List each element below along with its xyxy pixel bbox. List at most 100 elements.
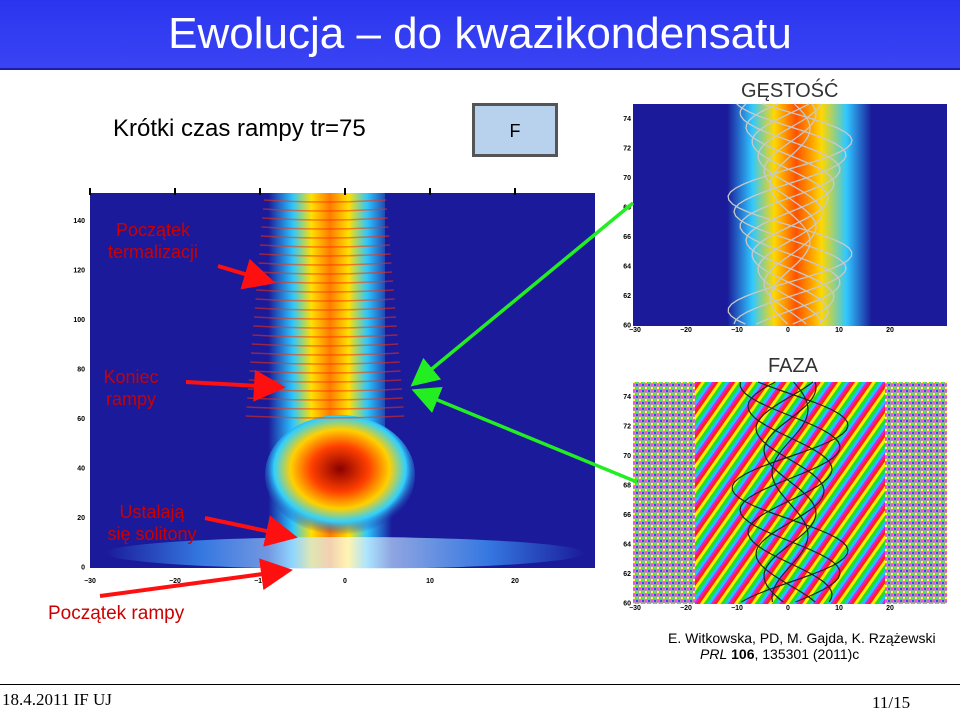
y-tick-label: 70	[623, 175, 631, 182]
thermalization-line1: Początek	[115, 220, 191, 240]
y-tick-label: 64	[623, 264, 631, 271]
slide-title: Ewolucja – do kwazikondensatu	[168, 9, 792, 58]
ripple-line	[253, 325, 397, 329]
citation-authors: E. Witkowska, PD, M. Gajda, K. Rzążewski	[668, 630, 936, 646]
ripple-line	[259, 244, 391, 248]
y-tick-label: 66	[623, 234, 631, 241]
soliton-trajectory	[751, 103, 829, 325]
phase-jump-line	[771, 381, 809, 603]
density-ripples	[245, 199, 405, 419]
ripple-line	[250, 361, 400, 365]
x-tick-label: 20	[886, 605, 894, 610]
ripple-line	[250, 352, 400, 356]
x-tick-label: 0	[786, 327, 790, 332]
x-tick-label: 10	[835, 605, 843, 610]
y-tick-label: 120	[73, 268, 85, 275]
footer-page-number: 11/15	[872, 693, 911, 712]
y-tick-label: 20	[77, 515, 85, 522]
ramp-start-region	[105, 537, 585, 569]
ramp-end-annotation: Koniec rampy	[76, 366, 186, 410]
footer-date-venue: 18.4.2011 IF UJ	[2, 690, 112, 709]
ripple-line	[251, 343, 399, 347]
x-tick-label: −30	[84, 578, 96, 585]
ramp-end-line1: Koniec	[103, 367, 159, 387]
solitons-line1: Ustalają	[119, 502, 185, 522]
ripple-line	[246, 406, 404, 410]
y-tick-label: 68	[623, 205, 631, 212]
soliton-trajectories	[727, 103, 853, 325]
y-tick-label: 64	[623, 542, 631, 549]
ripple-line	[255, 298, 395, 302]
ripple-line	[256, 289, 394, 293]
title-bar	[0, 0, 960, 70]
y-tick-label: 0	[81, 565, 85, 572]
phase-label: FAZA	[768, 355, 819, 377]
phase-jump-line	[739, 381, 841, 603]
phase-plot: 74 72 70 68 66 64 62 60 −30 −20 −10 0 10 20	[623, 381, 947, 610]
ripple-line	[262, 217, 388, 221]
thermalization-annotation: Początek termalizacji	[88, 219, 218, 263]
y-tick-label: 100	[73, 317, 85, 324]
x-tick-label: −10	[731, 327, 743, 332]
x-tick-label: −30	[629, 327, 641, 332]
y-tick-label: 68	[623, 483, 631, 490]
ripple-line	[252, 334, 398, 338]
x-tick-label: 0	[343, 578, 347, 585]
hot-region	[265, 415, 415, 535]
phase-jumps	[731, 381, 849, 603]
soliton-trajectory	[763, 103, 817, 325]
y-tick-label: 60	[77, 416, 85, 423]
phase-jump-line	[755, 381, 825, 603]
ripple-line	[245, 415, 405, 419]
footer-rule	[0, 684, 960, 685]
y-tick-label: 70	[623, 453, 631, 460]
y-tick-label: 74	[623, 394, 631, 401]
citation-volume: 106	[731, 646, 755, 662]
phase-jump-line	[747, 381, 833, 603]
citation-reference: PRL 106, 135301 (2011)c	[700, 646, 859, 662]
density-plot-area	[633, 104, 947, 326]
x-tick-label: −30	[629, 605, 641, 610]
x-tick-label: 10	[835, 327, 843, 332]
ramp-end-line2: rampy	[105, 389, 156, 409]
ripple-line	[254, 307, 396, 311]
x-tick-label: −20	[680, 327, 692, 332]
slide-subtitle: Krótki czas rampy tr=75	[113, 115, 366, 142]
x-tick-label: 20	[511, 578, 519, 585]
ripple-line	[263, 199, 387, 203]
citation-rest: , 135301 (2011)c	[754, 646, 860, 662]
main-evolution-plot: 140 120 100 80 60 40 20 0 −30 −20 −10 0 10 20	[73, 188, 595, 585]
x-tick-label: 20	[886, 327, 894, 332]
y-tick-label: 66	[623, 512, 631, 519]
y-tick-label: 74	[623, 116, 631, 123]
solitons-line2: się solitony	[107, 524, 197, 544]
y-tick-label: 72	[623, 146, 631, 153]
f-box: F	[472, 103, 558, 157]
y-tick-label: 62	[623, 293, 631, 300]
y-tick-label: 62	[623, 571, 631, 578]
citation-journal: PRL	[700, 646, 728, 662]
x-tick-label: 0	[786, 605, 790, 610]
density-label: GĘSTOŚĆ	[741, 80, 839, 102]
x-tick-label: −20	[680, 605, 692, 610]
ripple-line	[262, 208, 388, 212]
phase-jump-line	[763, 381, 817, 603]
x-tick-label: −20	[169, 578, 181, 585]
x-tick-label: 10	[426, 578, 434, 585]
phase-jump-line	[731, 381, 849, 603]
x-tick-label: −10	[254, 578, 266, 585]
ripple-line	[253, 316, 397, 320]
soliton-trajectory	[739, 103, 841, 325]
ripple-line	[260, 235, 390, 239]
ramp-start-annotation: Początek rampy	[48, 603, 185, 624]
soliton-trajectory	[745, 103, 835, 325]
x-tick-label: −10	[731, 605, 743, 610]
solitons-annotation: Ustalają się solitony	[84, 501, 220, 545]
ripple-line	[259, 253, 391, 257]
y-tick-label: 72	[623, 424, 631, 431]
y-tick-label: 140	[73, 218, 85, 225]
ripple-line	[261, 226, 389, 230]
soliton-trajectory	[727, 103, 853, 325]
y-tick-label: 80	[77, 367, 85, 374]
